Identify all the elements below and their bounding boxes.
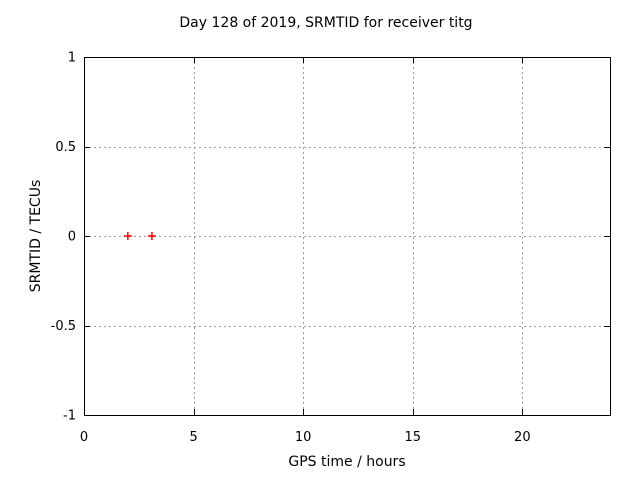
x-tick-label: 10 [295,430,312,445]
chart-title: Day 128 of 2019, SRMTID for receiver tit… [179,15,473,31]
data-point-marker [123,232,132,240]
y-tick-label: 1 [68,51,76,66]
plot-border [84,57,611,416]
data-point-marker [147,232,156,240]
x-tick-label: 15 [404,430,421,445]
x-tick-label: 0 [80,430,88,445]
x-tick-label: 20 [514,430,531,445]
x-axis-label: GPS time / hours [288,454,406,470]
y-tick-label: 0 [68,230,76,245]
y-tick-label: 0.5 [55,140,76,155]
x-tick-label: 5 [189,430,197,445]
y-tick-label: -1 [63,409,76,424]
y-tick-label: -0.5 [51,319,76,334]
